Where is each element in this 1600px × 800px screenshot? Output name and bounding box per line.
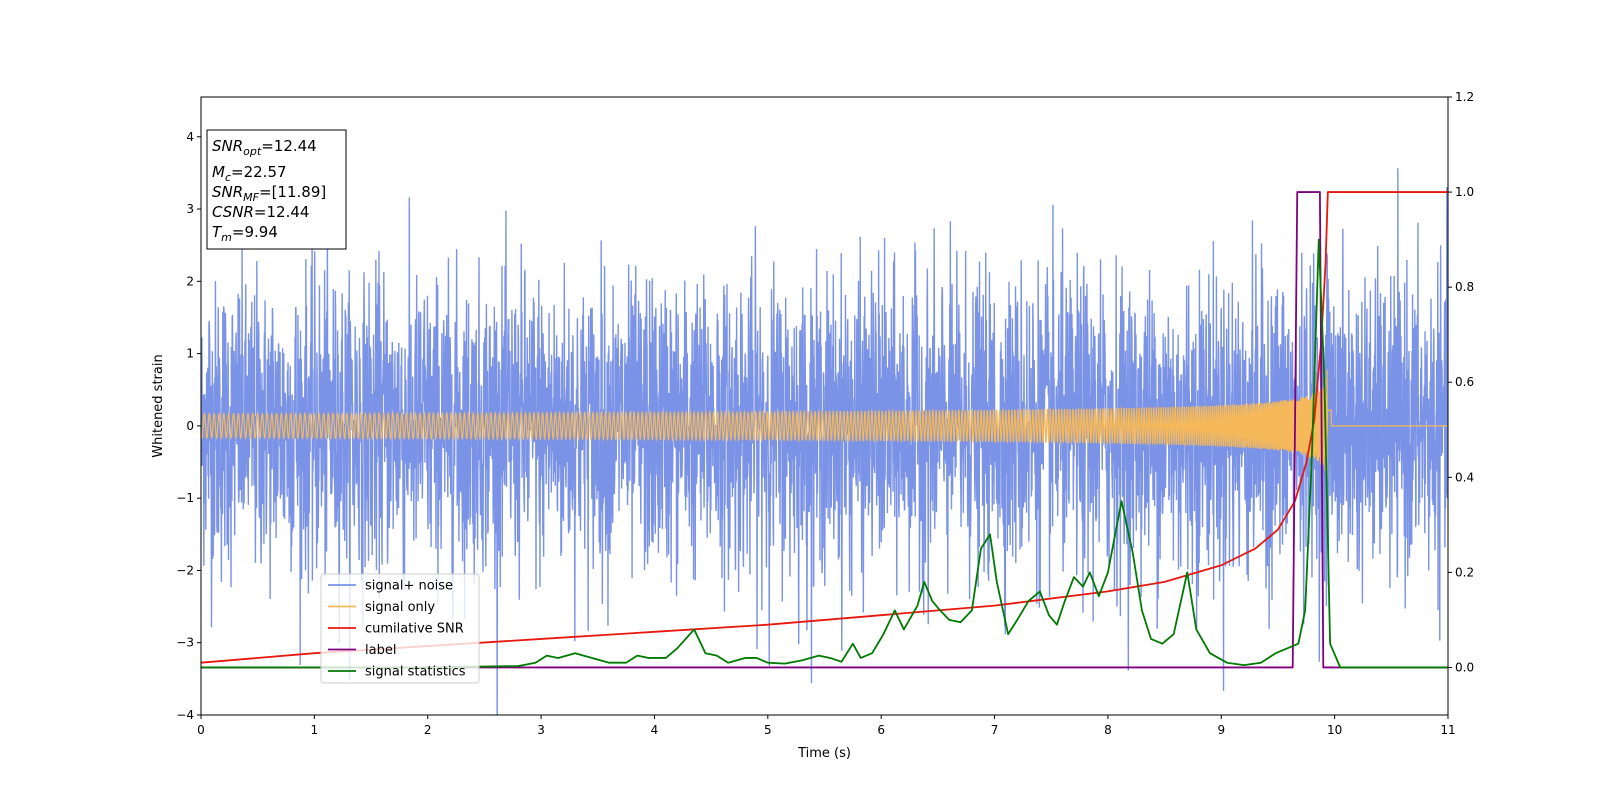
y-right-tick-label: 1.2 — [1455, 90, 1474, 104]
y-right-tick-label: 1.0 — [1455, 185, 1474, 199]
y-tick-label: −2 — [176, 563, 194, 577]
y-axis-right: 0.0 0.2 0.4 0.6 0.8 1.0 1.2 — [1448, 90, 1474, 674]
y-tick-label: 1 — [186, 347, 194, 361]
legend-entry: signal+ noise — [365, 579, 453, 594]
x-tick-label: 3 — [537, 723, 545, 737]
x-tick-label: 4 — [651, 723, 659, 737]
y-axis-label: Whitened strain — [151, 354, 166, 457]
annotation-line: SNRMF=[11.89] — [212, 183, 326, 204]
annotation-line: CSNR=12.44 — [212, 203, 309, 221]
legend-entry: label — [365, 643, 396, 658]
annotation-box: SNRopt=12.44 Mc=22.57SNRMF=[11.89]CSNR=12… — [206, 129, 347, 250]
y-axis-left: −4 −3 −2 −1 0 1 2 3 4 — [176, 130, 201, 722]
y-right-tick-label: 0.0 — [1455, 660, 1474, 674]
x-tick-label: 8 — [1104, 723, 1112, 737]
y-tick-label: −1 — [176, 491, 194, 505]
x-axis-label: Time (s) — [797, 746, 851, 761]
series-signal-statistics — [201, 238, 1448, 669]
y-tick-label: 4 — [186, 130, 194, 144]
y-right-tick-label: 0.6 — [1455, 375, 1474, 389]
x-tick-label: 1 — [311, 723, 319, 737]
x-tick-label: 5 — [764, 723, 772, 737]
legend-entry: signal statistics — [365, 665, 466, 680]
legend-entry: signal only — [365, 600, 435, 615]
y-tick-label: −4 — [176, 708, 194, 722]
annotation-line: Tm=9.94 — [212, 223, 278, 244]
legend-entry: cumilative SNR — [365, 622, 464, 637]
x-tick-label: 9 — [1217, 723, 1225, 737]
x-tick-label: 7 — [991, 723, 999, 737]
y-tick-label: 2 — [186, 274, 194, 288]
y-right-tick-label: 0.2 — [1455, 565, 1474, 579]
series-signal-only — [201, 369, 1448, 476]
series-signal-noise — [201, 168, 1448, 715]
y-tick-label: 0 — [186, 419, 194, 433]
x-tick-label: 0 — [197, 723, 205, 737]
annotation-line: SNRopt=12.44 — [212, 137, 317, 158]
y-right-tick-label: 0.8 — [1455, 280, 1474, 294]
y-tick-label: −3 — [176, 636, 194, 650]
x-tick-label: 2 — [424, 723, 432, 737]
series-layer — [201, 168, 1448, 715]
x-axis: 0 1 2 3 4 5 6 7 8 9 10 11 — [197, 715, 1456, 737]
plot-frame — [200, 96, 1449, 716]
x-tick-label: 6 — [877, 723, 885, 737]
y-right-tick-label: 0.4 — [1455, 470, 1474, 484]
legend: signal+ noise signal only cumilative SNR la… — [320, 573, 480, 684]
series-cumilative-SNR — [201, 191, 1448, 664]
x-tick-label: 11 — [1440, 723, 1455, 737]
y-tick-label: 3 — [186, 202, 194, 216]
annotation-line: Mc=22.57 — [212, 163, 287, 184]
x-tick-label: 10 — [1327, 723, 1342, 737]
